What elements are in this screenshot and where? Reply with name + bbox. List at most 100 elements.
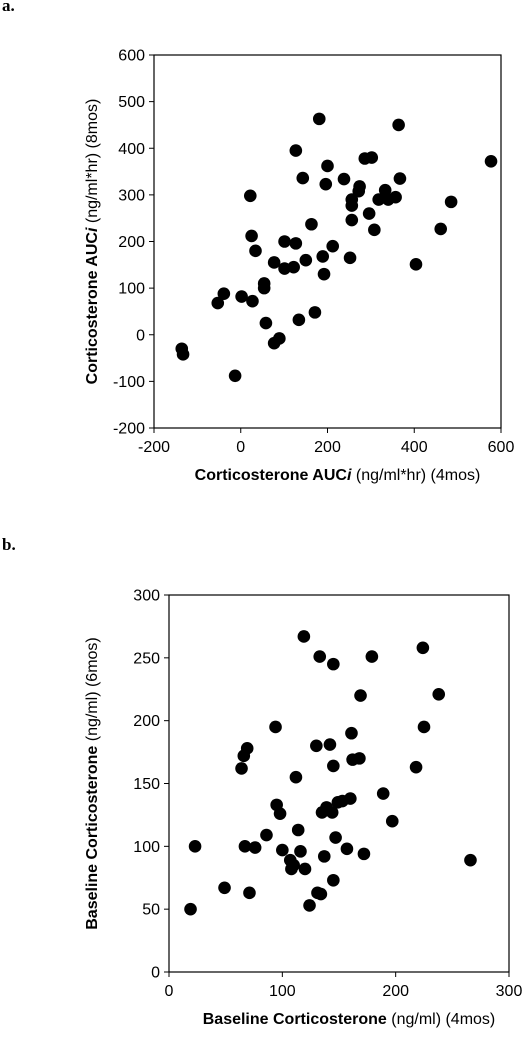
- data-point: [368, 223, 381, 237]
- data-point: [259, 316, 273, 330]
- y-tick-label: 300: [133, 588, 160, 605]
- y-tick-label: 200: [133, 713, 160, 730]
- data-point: [289, 237, 303, 250]
- data-point: [276, 843, 289, 857]
- data-point: [432, 687, 446, 701]
- data-point: [325, 806, 339, 819]
- data-point: [327, 759, 340, 773]
- data-point: [357, 847, 371, 861]
- data-point: [292, 313, 306, 327]
- data-point: [321, 159, 334, 173]
- x-tick-label: -200: [138, 439, 170, 456]
- data-point: [188, 840, 202, 853]
- y-tick-label: 0: [136, 327, 145, 344]
- data-point: [385, 814, 399, 828]
- x-axis-title: Baseline Corticosterone (ng/ml) (4mos): [203, 1011, 496, 1028]
- data-point: [243, 886, 256, 900]
- data-point: [416, 641, 430, 655]
- x-tick-label: 300: [496, 983, 523, 1000]
- data-point: [484, 155, 498, 168]
- data-point: [269, 720, 282, 734]
- data-point: [184, 902, 197, 916]
- data-point: [273, 807, 287, 820]
- data-point: [327, 657, 340, 671]
- data-point: [393, 172, 407, 185]
- data-point: [211, 296, 225, 310]
- x-tick-label: 600: [488, 439, 515, 456]
- x-tick-label: 200: [314, 439, 341, 456]
- data-point: [343, 251, 357, 265]
- x-tick-label: 0: [236, 439, 245, 456]
- data-point: [464, 853, 477, 867]
- plot-frame: [168, 594, 510, 973]
- data-point: [296, 171, 310, 185]
- data-point: [409, 258, 423, 271]
- x-tick-label: 0: [165, 983, 174, 1000]
- data-point: [278, 235, 291, 248]
- data-point: [345, 199, 359, 212]
- y-tick-label: 400: [118, 141, 145, 158]
- data-point: [303, 899, 316, 912]
- data-point: [365, 650, 379, 663]
- data-point: [312, 112, 326, 126]
- y-tick-label: 200: [118, 234, 145, 251]
- data-point: [392, 118, 405, 132]
- data-point: [372, 193, 385, 206]
- y-tick-label: 150: [133, 776, 160, 793]
- data-point: [217, 287, 231, 301]
- y-tick-label: 0: [151, 965, 160, 982]
- data-point: [353, 752, 366, 765]
- data-point: [319, 177, 333, 191]
- data-point: [267, 256, 281, 269]
- data-point: [344, 792, 357, 805]
- y-tick-label: 250: [133, 650, 160, 667]
- panel-b-label: b.: [2, 535, 16, 554]
- data-point: [273, 332, 286, 345]
- data-point: [329, 831, 342, 844]
- data-point: [297, 630, 311, 643]
- data-point: [228, 369, 242, 383]
- data-point: [260, 828, 273, 842]
- data-point: [245, 229, 258, 243]
- data-point: [345, 726, 358, 740]
- y-axis-title: Corticosterone AUCi (ng/ml*hr) (8mos): [84, 99, 101, 385]
- data-point: [298, 862, 312, 876]
- data-point: [310, 739, 323, 753]
- x-tick-label: 400: [401, 439, 428, 456]
- data-point: [317, 267, 331, 281]
- y-tick-label: 100: [133, 839, 160, 856]
- y-axis-title: Baseline Corticosterone (ng/ml) (6mos): [84, 637, 101, 930]
- data-point: [345, 213, 359, 227]
- data-point: [287, 858, 300, 872]
- x-axis-title: Corticosterone AUCi (ng/ml*hr) (4mos): [195, 467, 481, 484]
- data-point: [289, 144, 303, 157]
- y-tick-label: 500: [118, 94, 145, 111]
- data-point: [238, 840, 252, 853]
- data-point: [337, 172, 351, 186]
- data-point: [365, 151, 379, 164]
- panel-a-label: a.: [2, 0, 15, 15]
- data-point: [249, 244, 262, 258]
- y-tick-label: 600: [118, 48, 145, 65]
- data-point: [317, 850, 331, 863]
- data-point: [314, 887, 328, 901]
- data-point: [299, 253, 313, 267]
- data-point: [444, 195, 458, 209]
- data-point: [326, 239, 340, 253]
- data-point: [235, 290, 248, 303]
- data-point: [434, 222, 448, 236]
- y-tick-label: 100: [118, 281, 145, 298]
- data-point: [376, 787, 390, 800]
- data-point: [362, 207, 376, 220]
- data-point: [176, 348, 190, 361]
- data-point: [248, 841, 262, 854]
- data-point: [316, 250, 330, 263]
- data-point: [240, 742, 254, 755]
- y-tick-label: 50: [142, 902, 160, 919]
- data-point: [323, 738, 337, 751]
- data-point: [354, 689, 367, 702]
- data-point: [243, 189, 257, 203]
- y-tick-label: -200: [113, 421, 145, 438]
- data-point: [257, 281, 271, 295]
- x-tick-label: 100: [269, 983, 296, 1000]
